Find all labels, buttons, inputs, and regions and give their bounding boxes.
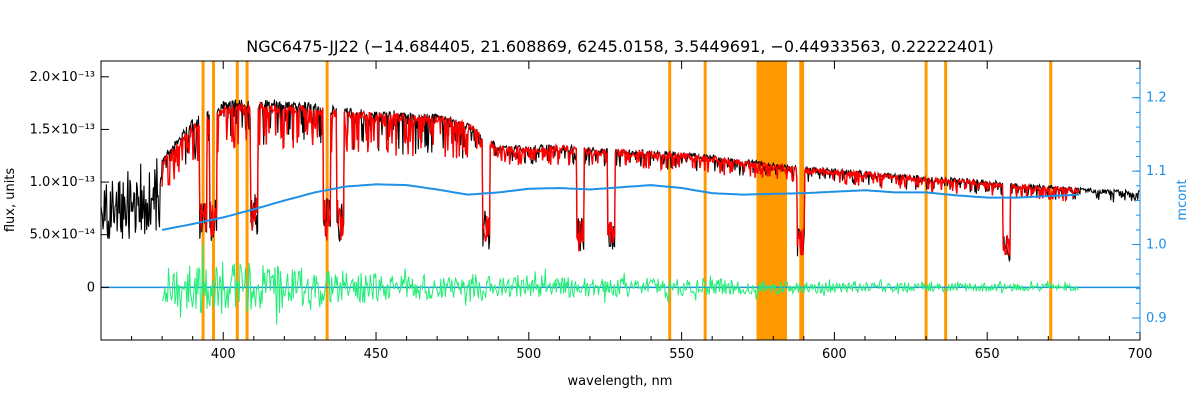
x-axis-label: wavelength, nm xyxy=(568,374,673,389)
y-right-tick-label: 1.1 xyxy=(1146,164,1167,179)
masked-line xyxy=(1049,61,1053,340)
y-tick-label: 2.0×10⁻¹³ xyxy=(30,70,95,85)
masked-line xyxy=(944,61,948,340)
y-axis-right-label: mcont xyxy=(1175,179,1190,220)
y-tick-label: 0 xyxy=(87,280,95,295)
masked-line xyxy=(801,61,805,340)
observed-spectrum-line xyxy=(101,99,1140,263)
x-tick-label: 600 xyxy=(822,347,847,362)
x-tick-label: 500 xyxy=(516,347,541,362)
chart-title: NGC6475-JJ22 (−14.684405, 21.608869, 624… xyxy=(246,37,993,56)
y-axis-label: flux, units xyxy=(3,168,18,233)
masked-band xyxy=(756,61,788,340)
masked-line xyxy=(703,61,707,340)
residual-line xyxy=(161,243,1079,325)
y-tick-label: 1.0×10⁻¹³ xyxy=(30,175,95,190)
x-tick-label: 400 xyxy=(211,347,236,362)
x-tick-label: 450 xyxy=(364,347,389,362)
masked-line xyxy=(924,61,928,340)
masked-line xyxy=(211,61,215,340)
x-tick-label: 700 xyxy=(1128,347,1153,362)
y-right-tick-label: 1.0 xyxy=(1146,238,1167,253)
masked-line xyxy=(235,61,239,340)
x-tick-label: 650 xyxy=(975,347,1000,362)
masked-line xyxy=(245,61,249,340)
masked-line xyxy=(201,61,205,340)
masked-line xyxy=(668,61,672,340)
y-tick-label: 5.0×10⁻¹⁴ xyxy=(30,228,95,243)
y-right-tick-label: 1.2 xyxy=(1146,91,1167,106)
x-tick-label: 550 xyxy=(669,347,694,362)
continuum-line xyxy=(161,183,1079,231)
y-tick-label: 1.5×10⁻¹³ xyxy=(30,122,95,137)
axes: 400 450 500 550 600 650 700 0 5.0×10⁻¹⁴ 1.0×10⁻¹³… xyxy=(30,61,1167,362)
masked-line xyxy=(799,61,803,340)
y-right-tick-label: 0.9 xyxy=(1146,311,1167,326)
model-spectrum-line xyxy=(161,101,1080,257)
data-series xyxy=(101,99,1140,325)
